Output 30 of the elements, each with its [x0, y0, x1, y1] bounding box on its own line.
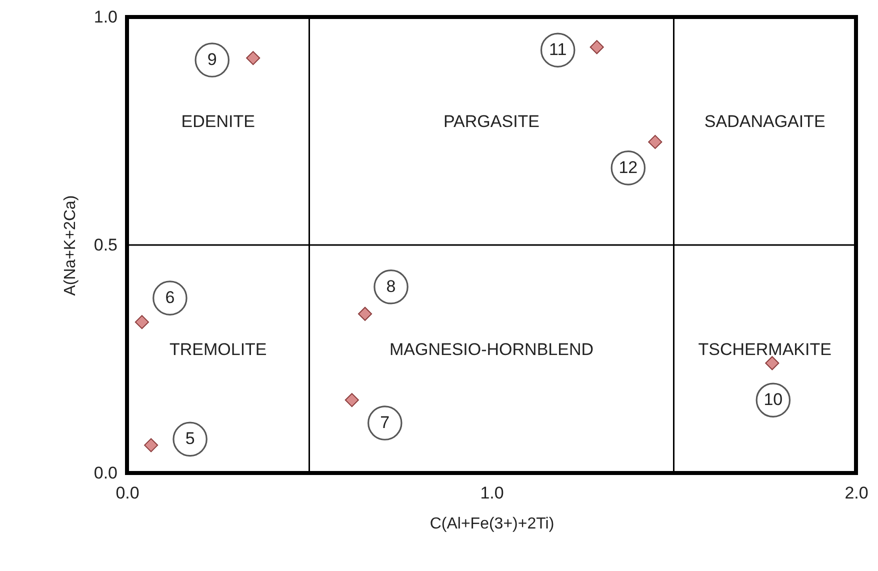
- annotation: 5: [185, 429, 195, 448]
- annotation: TSCHERMAKITE: [698, 340, 832, 359]
- point: [144, 438, 158, 452]
- annotation: 8: [386, 276, 396, 296]
- point: [344, 393, 359, 408]
- y-tick-label: 0.0: [94, 464, 118, 482]
- y-tick-label: 0.5: [94, 236, 118, 254]
- y-axis-title: A(Na+K+2Ca): [62, 195, 79, 296]
- point: [648, 134, 662, 149]
- x-tick-label: 0.0: [116, 484, 140, 502]
- annotation: 12: [618, 158, 638, 177]
- annotation: TREMOLITE: [169, 340, 267, 359]
- point: [246, 51, 260, 66]
- x-axis-title: C(Al+Fe(3+)+2Ti): [430, 516, 554, 532]
- annotation: EDENITE: [181, 112, 255, 131]
- point: [590, 40, 604, 54]
- annotation: SADANAGAITE: [704, 112, 826, 131]
- annotation: 11: [549, 40, 567, 60]
- annotation: 10: [764, 390, 783, 410]
- x-tick-label: 1.0: [480, 484, 504, 502]
- annotation: MAGNESIO-HORNBLEND: [389, 340, 594, 359]
- x-tick-label: 2.0: [844, 484, 868, 502]
- annotation: 6: [165, 288, 175, 308]
- point: [358, 306, 372, 321]
- annotation: 7: [380, 413, 390, 432]
- annotation: PARGASITE: [443, 112, 540, 131]
- point: [765, 356, 780, 370]
- annotation: 9: [207, 50, 217, 70]
- point: [134, 315, 149, 330]
- y-tick-label: 1.0: [94, 8, 118, 26]
